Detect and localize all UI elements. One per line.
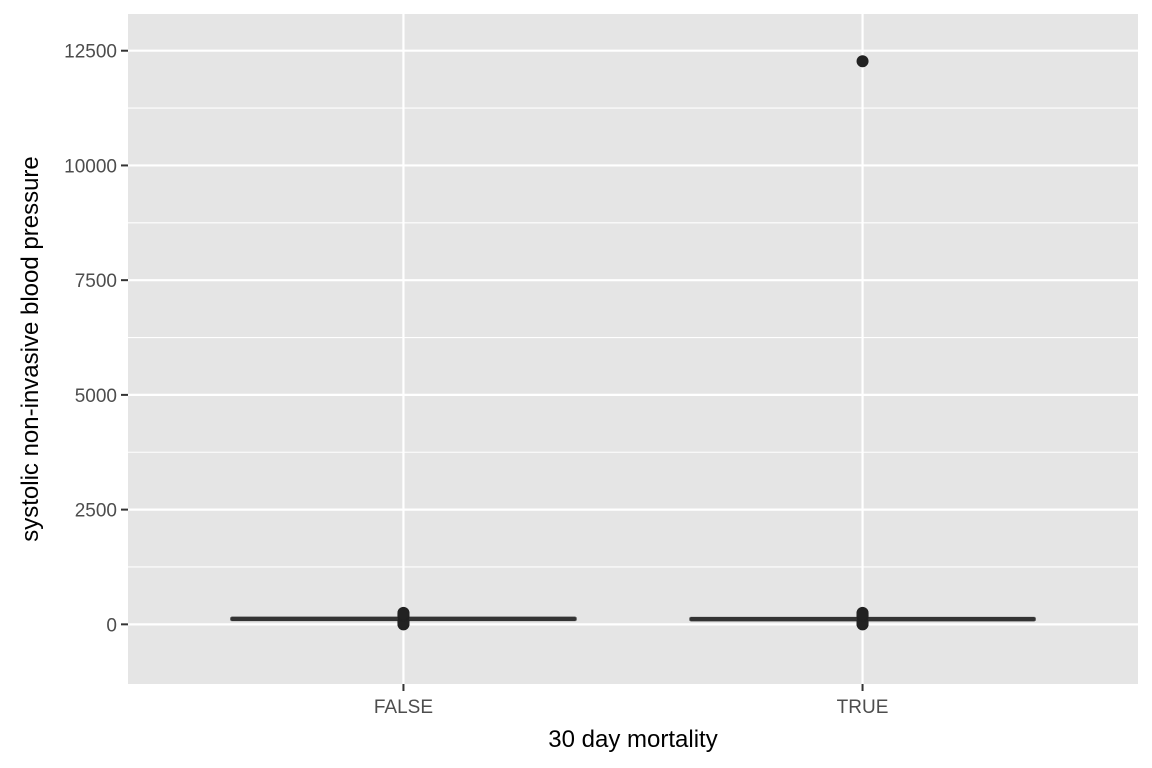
box-true xyxy=(689,55,1036,631)
y-tick-label: 2500 xyxy=(75,501,117,522)
outlier-point xyxy=(856,606,869,619)
y-axis-title: systolic non-invasive blood pressure xyxy=(17,156,44,542)
outlier-point xyxy=(397,606,410,619)
x-tick-label: FALSE xyxy=(374,697,433,718)
boxes-layer xyxy=(230,55,1036,631)
y-tick-label: 7500 xyxy=(75,271,117,292)
y-tick-label: 0 xyxy=(106,615,117,636)
y-tick-label: 10000 xyxy=(64,156,117,177)
y-axis: 0 2500 5000 7500 10000 12500 xyxy=(64,42,128,636)
y-tick-label: 12500 xyxy=(64,42,117,63)
x-tick-label: TRUE xyxy=(837,697,889,718)
box-false xyxy=(230,606,577,631)
panel-background xyxy=(128,14,1138,684)
outlier-point xyxy=(856,55,869,68)
x-axis: FALSE TRUE xyxy=(374,684,889,718)
y-tick-label: 5000 xyxy=(75,386,117,407)
minor-gridlines xyxy=(128,107,1138,568)
major-gridlines xyxy=(128,14,1138,684)
x-axis-title: 30 day mortality xyxy=(548,726,717,753)
